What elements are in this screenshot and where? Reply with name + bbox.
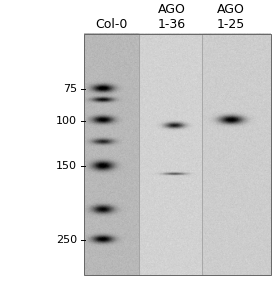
Text: Col-0: Col-0	[95, 18, 128, 31]
Text: 1-25: 1-25	[217, 18, 245, 31]
Text: 75: 75	[63, 84, 77, 95]
Text: 150: 150	[56, 161, 77, 171]
Text: AGO: AGO	[217, 3, 245, 16]
Text: 250: 250	[56, 235, 77, 245]
Text: 1-36: 1-36	[158, 18, 186, 31]
Text: AGO: AGO	[158, 3, 186, 16]
Text: 100: 100	[56, 116, 77, 126]
Bar	[84, 34, 271, 275]
